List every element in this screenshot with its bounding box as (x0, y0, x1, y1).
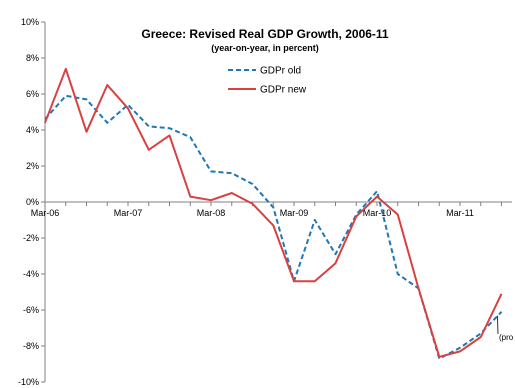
chart-title: Greece: Revised Real GDP Growth, 2006-11 (141, 27, 389, 41)
y-tick-label: 4% (26, 125, 39, 135)
y-tick-label: -2% (23, 233, 39, 243)
y-tick-label: -8% (23, 341, 39, 351)
x-tick-label: Mar-11 (446, 208, 474, 218)
x-tick-label: Mar-09 (280, 208, 309, 218)
x-tick-label: Mar-08 (197, 208, 226, 218)
annotation-label: (pro (499, 333, 514, 342)
x-tick-label: Mar-07 (114, 208, 143, 218)
annotation-arrow (498, 316, 499, 334)
x-tick-label: Mar-06 (31, 208, 60, 218)
y-tick-label: 8% (26, 53, 39, 63)
chart-subtitle: (year-on-year, in percent) (211, 43, 319, 53)
legend-label: GDPr old (260, 66, 301, 77)
legend: GDPr old GDPr new (228, 66, 307, 96)
y-tick-label: 6% (26, 89, 39, 99)
legend-label: GDPr new (260, 85, 307, 96)
x-tick-label: Mar-10 (363, 208, 392, 218)
y-tick-label: 0% (26, 197, 39, 207)
y-tick-label: -6% (23, 305, 39, 315)
y-tick-label: -10% (18, 377, 39, 387)
y-tick-label: 2% (26, 161, 39, 171)
y-tick-label: 10% (21, 17, 39, 27)
y-tick-label: -4% (23, 269, 39, 279)
